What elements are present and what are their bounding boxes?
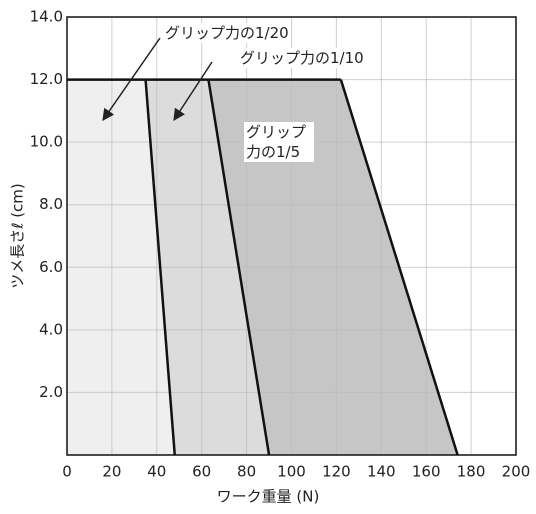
x-tick-label: 20: [102, 463, 121, 481]
x-tick-label: 60: [192, 463, 211, 481]
x-axis-title: ワーク重量 (N): [217, 488, 320, 506]
x-tick-label: 0: [62, 463, 72, 481]
plot-border: [66, 16, 517, 456]
y-axis-title: ツメ長さℓ (cm): [9, 183, 27, 289]
annotation: グリップ力の1/20: [163, 23, 291, 43]
series-line: [207, 79, 271, 456]
y-tick-label: 8.0: [39, 195, 63, 213]
y-tick-label: 10.0: [30, 133, 63, 151]
x-tick-label: 160: [412, 463, 441, 481]
x-tick-label: 80: [237, 463, 256, 481]
series-line: [144, 79, 177, 456]
y-tick-label: 12.0: [30, 70, 63, 88]
x-tick-label: 120: [322, 463, 351, 481]
x-tick-label: 140: [367, 463, 396, 481]
annotation: グリップ力の1/5: [244, 122, 314, 162]
annotation: グリップ力の1/10: [238, 48, 366, 68]
arrow: [173, 61, 213, 122]
x-tick-label: 100: [277, 463, 306, 481]
y-tick-label: 2.0: [39, 383, 63, 401]
arrow: [102, 37, 161, 121]
x-tick-label: 40: [147, 463, 166, 481]
series-line: [339, 79, 459, 456]
x-tick-label: 180: [457, 463, 486, 481]
x-tick-label: 200: [502, 463, 531, 481]
y-tick-label: 6.0: [39, 258, 63, 276]
y-tick-label: 14.0: [30, 8, 63, 26]
y-tick-label: 4.0: [39, 320, 63, 338]
